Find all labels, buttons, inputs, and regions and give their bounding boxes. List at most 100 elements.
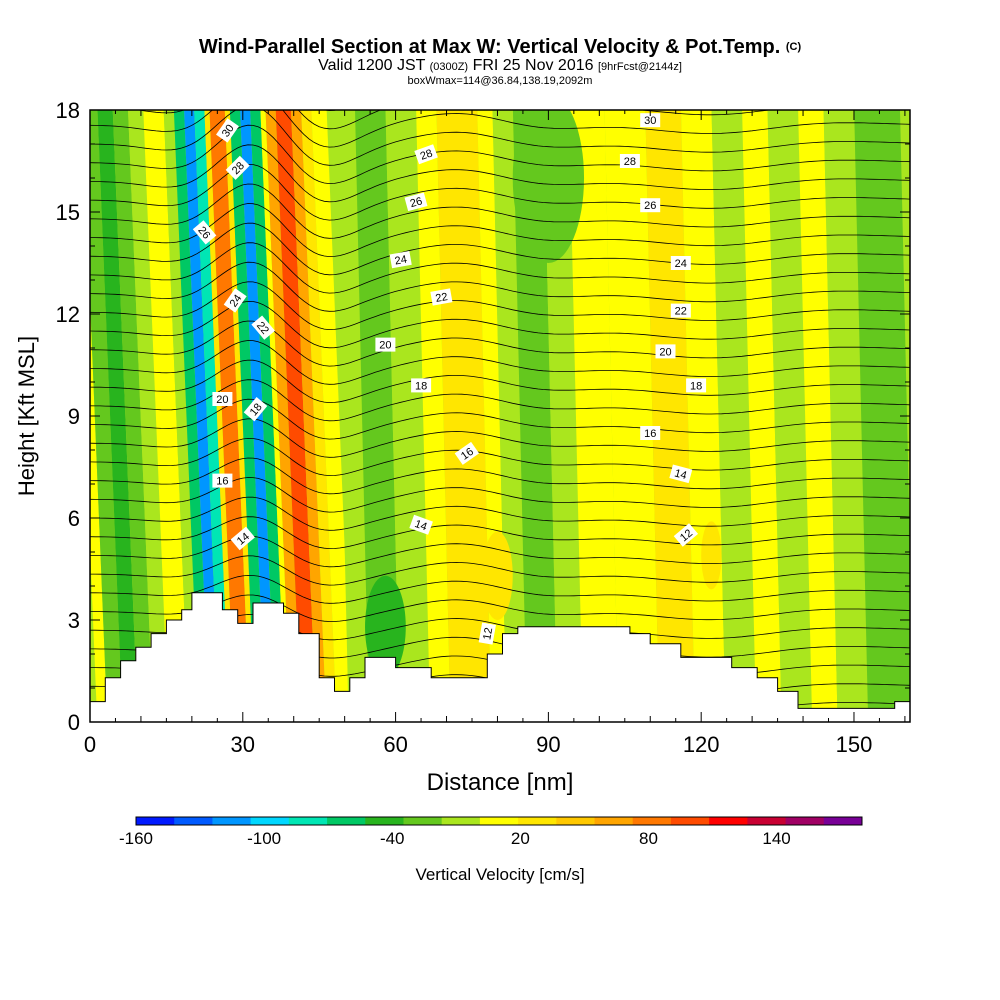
- velocity-band: [492, 110, 527, 722]
- isentrope-line: [90, 457, 910, 495]
- isentrope-label-text: 28: [419, 147, 435, 162]
- y-tick-label: 9: [68, 404, 80, 429]
- isentrope-label-bg: [640, 113, 661, 128]
- isentrope-label-text: 26: [409, 195, 424, 210]
- colorbar-swatch: [518, 817, 557, 825]
- isentrope-label-text: 30: [644, 115, 656, 127]
- isentrope-label-bg: [669, 464, 693, 484]
- velocity-band: [512, 110, 558, 722]
- colorbar-tick-label: 140: [762, 829, 790, 848]
- x-tick-label: 60: [383, 732, 407, 757]
- colorbar-label: Vertical Velocity [cm/s]: [415, 865, 584, 884]
- y-tick-label: 6: [68, 506, 80, 531]
- isentrope-line: [90, 281, 910, 331]
- isentrope-label-bg: [409, 514, 433, 535]
- isentrope-label-text: 16: [459, 446, 476, 463]
- isentrope-line: [90, 0, 910, 1]
- isentrope-label: 14: [669, 464, 693, 484]
- isentrope-label-bg: [414, 144, 438, 165]
- isentrope-label-bg: [686, 378, 707, 393]
- colorbar-swatch: [212, 817, 252, 825]
- velocity-band: [355, 110, 400, 722]
- x-tick-label: 0: [84, 732, 96, 757]
- isentrope-line: [90, 27, 910, 92]
- isentrope-label: 24: [670, 256, 691, 270]
- y-tick-label: 0: [68, 710, 80, 735]
- isentrope-label-text: 14: [413, 518, 429, 533]
- velocity-band: [798, 110, 838, 722]
- colorbar-swatch: [709, 817, 748, 825]
- velocity-cell: [512, 110, 585, 263]
- isentrope-label: 20: [655, 344, 676, 359]
- velocity-band: [416, 110, 451, 722]
- isentrope-line: [90, 203, 910, 258]
- isentrope-label-bg: [251, 315, 275, 340]
- title-block: Wind-Parallel Section at Max W: Vertical…: [0, 36, 1000, 87]
- colorbar-swatch: [785, 817, 825, 825]
- velocity-band: [767, 110, 813, 722]
- isentrope-label-bg: [212, 392, 233, 406]
- velocity-band: [184, 110, 220, 722]
- isentrope-line: [90, 222, 910, 276]
- isentrope-label: 28: [619, 154, 640, 168]
- isentrope-label-bg: [225, 155, 250, 180]
- isentrope-line: [90, 535, 910, 568]
- isentrope-line: [90, 555, 910, 586]
- isentrope-line: [90, 340, 910, 385]
- colorbar-swatch: [136, 817, 175, 825]
- velocity-band: [334, 110, 370, 722]
- isentrope-line: [90, 418, 910, 458]
- velocity-band: [143, 110, 189, 722]
- isentrope-label-text: 16: [216, 476, 228, 488]
- isentrope-line: [90, 320, 910, 367]
- isentrope-label-bg: [670, 256, 691, 270]
- y-axis-label: Height [Kft MSL]: [14, 336, 39, 496]
- y-tick-label: 12: [56, 302, 80, 327]
- colorbar-tick-label: 20: [511, 829, 530, 848]
- isentrope-line: [90, 110, 910, 166]
- isentrope-label-bg: [655, 344, 676, 359]
- isentrope-line: [90, 8, 910, 74]
- isentrope-label-bg: [230, 526, 255, 551]
- velocity-band: [543, 110, 583, 722]
- isentrope-label-bg: [430, 288, 453, 306]
- isentrope-label-bg: [212, 473, 233, 488]
- isentrope-line: [90, 0, 910, 19]
- colorbar-swatch: [747, 817, 787, 825]
- velocity-band: [194, 110, 230, 722]
- isentrope-label-bg: [192, 220, 217, 245]
- isentrope-label-bg: [411, 378, 432, 393]
- isentrope-label-text: 22: [675, 306, 687, 318]
- isentrope-label: 12: [478, 622, 496, 645]
- x-tick-label: 30: [231, 732, 255, 757]
- colorbar-frame: [135, 816, 863, 826]
- colorbar-swatch: [174, 817, 213, 825]
- isentrope-line: [90, 300, 910, 349]
- velocity-cell: [482, 531, 513, 620]
- y-axis: 0 3 6 9 12 15 18: [56, 98, 910, 735]
- x-axis-label: Distance [nm]: [427, 769, 574, 796]
- colorbar-swatch: [632, 817, 672, 825]
- isentrope-label-text: 28: [624, 156, 636, 168]
- velocity-band: [97, 110, 138, 722]
- x-tick-label: 150: [836, 732, 873, 757]
- isentrope-label: 26: [640, 198, 661, 213]
- colorbar-tick-label: -160: [119, 829, 153, 848]
- isentrope-label-bg: [640, 426, 661, 440]
- isentrope-label-text: 20: [379, 340, 391, 352]
- isentrope-line: [90, 437, 910, 477]
- velocity-band: [711, 110, 757, 722]
- colorbar-swatch: [365, 817, 404, 825]
- velocity-band: [90, 110, 123, 722]
- velocity-band: [854, 110, 910, 722]
- colorbar-swatch: [403, 817, 443, 825]
- isentrope-line: [90, 163, 910, 221]
- isentrope-label-text: 12: [481, 627, 495, 641]
- isentrope-label-text: 24: [394, 254, 408, 268]
- isentrope-label: 16: [454, 441, 480, 465]
- isentrope-label-bg: [478, 622, 496, 645]
- velocity-band: [229, 110, 266, 722]
- velocity-band: [128, 110, 169, 722]
- isentrope-label-text: 18: [415, 380, 427, 392]
